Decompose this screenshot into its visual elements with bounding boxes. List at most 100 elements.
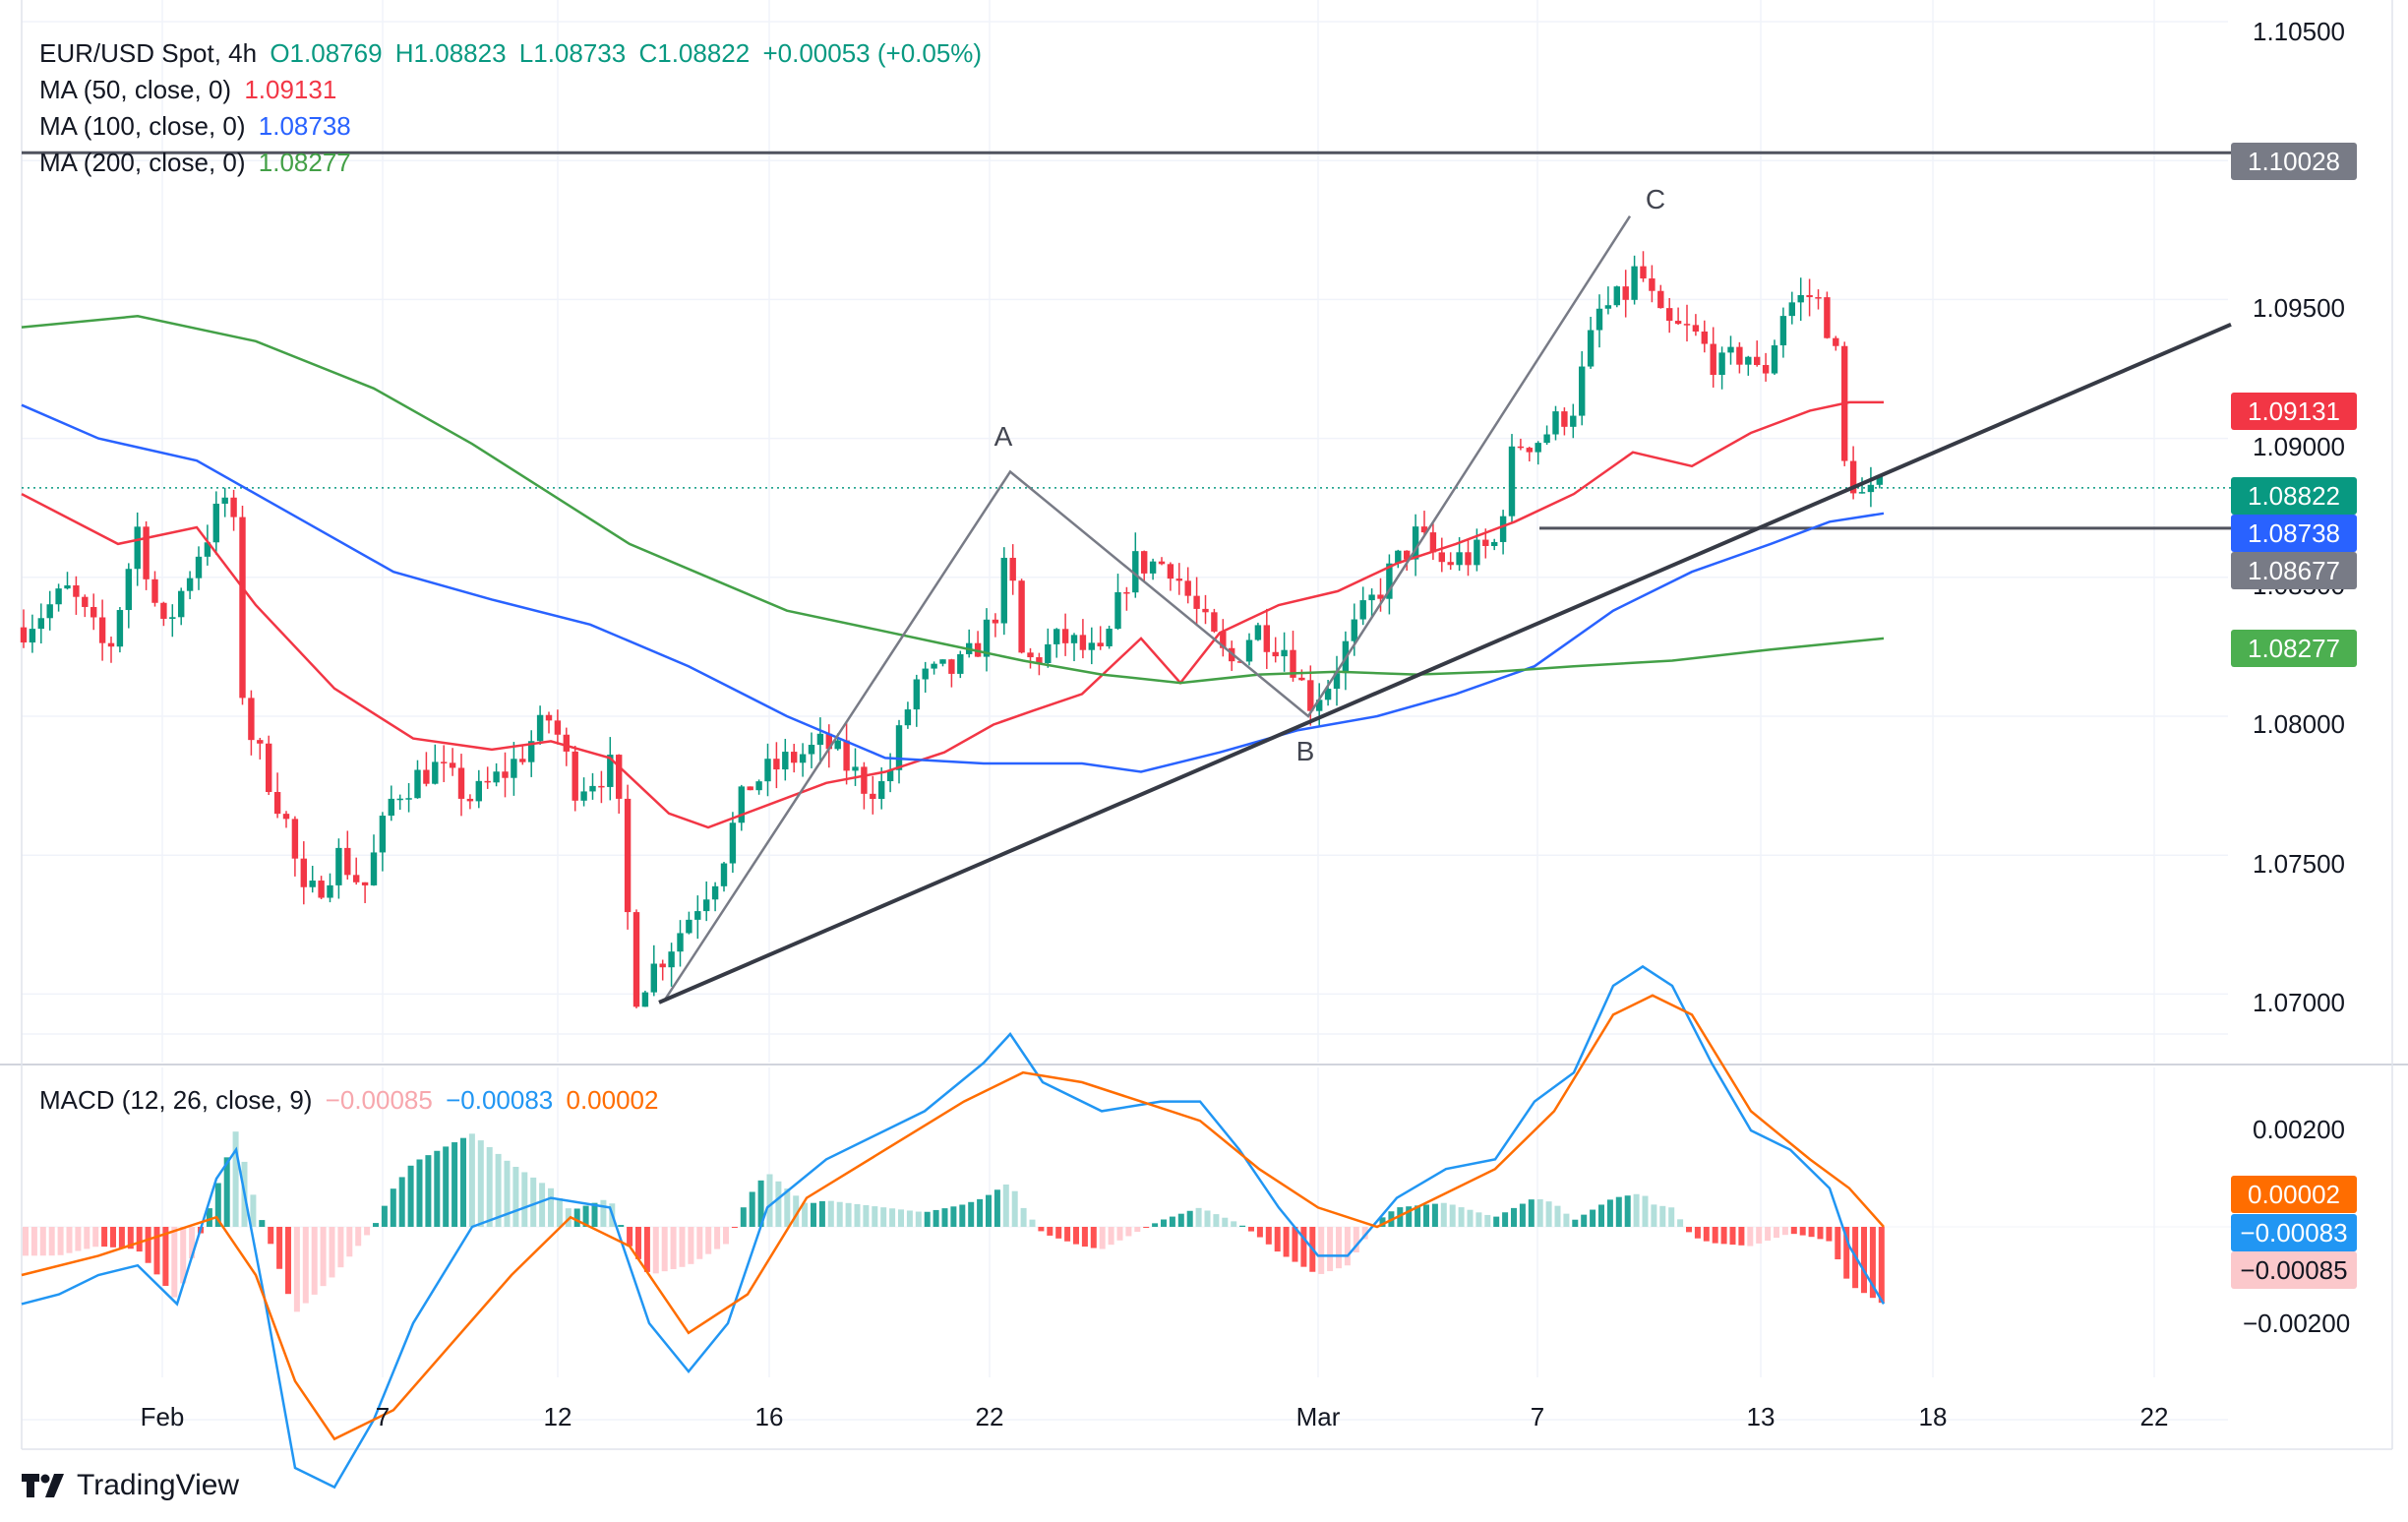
macd-histogram-bar: [1826, 1227, 1833, 1242]
macd-histogram-bar: [1099, 1227, 1106, 1249]
price-tick: 1.09000: [2253, 432, 2345, 461]
macd-histogram-bar: [1318, 1227, 1325, 1274]
candle-body: [1649, 278, 1656, 291]
symbol-title: EUR/USD Spot, 4h: [39, 38, 258, 68]
candle-body: [55, 588, 62, 605]
candle-body: [20, 627, 28, 643]
candle-body: [1797, 294, 1804, 303]
ma50-legend[interactable]: MA (50, close, 0) 1.09131: [39, 74, 342, 105]
candle-body: [441, 761, 448, 763]
macd-histogram-bar: [1011, 1190, 1018, 1227]
macd-histogram-bar: [1869, 1227, 1876, 1299]
macd-legend[interactable]: MACD (12, 26, close, 9) −0.00085 −0.0008…: [39, 1084, 664, 1116]
ohlc-high: H1.08823: [394, 38, 507, 68]
macd-histogram-bar: [1300, 1227, 1307, 1267]
price-tick: 1.10500: [2253, 17, 2345, 46]
candle-body: [1061, 629, 1069, 643]
candle-body: [1123, 591, 1130, 594]
candle-body: [151, 578, 158, 603]
macd-histogram-bar: [1878, 1227, 1885, 1304]
macd-histogram-bar: [1729, 1227, 1736, 1246]
candle-body: [475, 780, 482, 802]
candle-body: [659, 963, 666, 968]
macd-histogram-bar: [206, 1208, 212, 1227]
macd-histogram-bar: [1808, 1227, 1815, 1238]
macd-histogram-bar: [1519, 1203, 1526, 1227]
macd-histogram-bar: [1213, 1214, 1220, 1227]
macd-histogram-bar: [346, 1227, 353, 1257]
macd-histogram-bar: [539, 1183, 546, 1227]
candle-body: [1272, 651, 1279, 657]
candle-body: [1245, 639, 1253, 662]
candle-body: [212, 503, 219, 543]
macd-histogram-bar: [1169, 1216, 1175, 1227]
candle-body: [843, 740, 850, 771]
candle-body: [948, 659, 955, 674]
candle-body: [1535, 443, 1541, 453]
macd-histogram-bar: [110, 1227, 116, 1248]
macd-pane: [21, 964, 2231, 1490]
macd-histogram-bar: [1064, 1227, 1071, 1242]
candle-body: [895, 725, 903, 770]
macd-histogram-bar: [57, 1227, 64, 1255]
moving-averages: [21, 315, 1885, 829]
ohlc-low: L1.08733: [518, 38, 627, 68]
candle-body: [1579, 366, 1586, 416]
price-tick: 1.07000: [2253, 988, 2345, 1017]
ma100-legend[interactable]: MA (100, close, 0) 1.08738: [39, 110, 357, 142]
candle-body: [1298, 677, 1305, 681]
candle-body: [545, 714, 553, 721]
macd-histogram-bar: [556, 1197, 563, 1227]
candle-body: [913, 679, 920, 710]
macd-histogram-bar: [250, 1194, 257, 1227]
candle-body: [554, 720, 562, 735]
candle-body: [1806, 294, 1813, 298]
ma200-price-badge: 1.08277: [2231, 630, 2357, 667]
ma100-value: 1.08738: [258, 111, 351, 141]
macd-histogram-bar: [1572, 1219, 1579, 1227]
candle-body: [711, 885, 719, 900]
macd-histogram-bar: [1581, 1214, 1588, 1227]
macd-histogram-bar: [565, 1208, 572, 1227]
macd-histogram-bar: [845, 1202, 852, 1227]
macd-line: [21, 964, 1886, 1490]
candle-body: [1788, 302, 1795, 317]
macd-histogram-bar: [285, 1227, 291, 1295]
candle-body: [1202, 608, 1209, 613]
candle-body: [1561, 411, 1568, 427]
macd-label: MACD (12, 26, close, 9): [39, 1085, 313, 1115]
macd-histogram-bar: [1747, 1227, 1754, 1247]
candle-body: [1351, 619, 1357, 641]
candle-body: [808, 744, 815, 755]
macd-histogram-bar: [320, 1227, 327, 1287]
candle-body: [1027, 652, 1034, 658]
candle-body: [1543, 434, 1550, 444]
candle-body: [686, 919, 692, 934]
macd-histogram-bar: [390, 1188, 396, 1227]
candle-body: [799, 754, 807, 763]
candle-body: [519, 759, 526, 762]
candle-body: [248, 698, 255, 741]
macd-histogram-bar: [48, 1227, 55, 1256]
candle-body: [1018, 580, 1025, 653]
ma200-legend[interactable]: MA (200, close, 0) 1.08277: [39, 147, 357, 178]
macd-histogram-bar: [30, 1227, 37, 1256]
macd-histogram-bar: [827, 1200, 834, 1227]
macd-histogram-bar: [1528, 1199, 1535, 1227]
ma100-line: [21, 403, 1885, 773]
macd-histogram-bar: [723, 1227, 729, 1245]
macd-histogram-bar: [1633, 1193, 1640, 1227]
price-tick: 1.09500: [2253, 293, 2345, 323]
candle-body: [370, 852, 378, 885]
candle-body: [1456, 552, 1463, 566]
macd-histogram-bar: [1204, 1210, 1211, 1227]
tradingview-logo[interactable]: TradingView: [22, 1469, 239, 1502]
candle-body: [1377, 594, 1384, 599]
macd-histogram-bar: [1835, 1227, 1841, 1260]
macd-histogram-bar: [75, 1227, 82, 1251]
tradingview-icon: [22, 1474, 64, 1497]
candle-body: [729, 822, 737, 864]
last-price-badge: 1.08822: [2231, 477, 2357, 515]
macd-histogram-bar: [1738, 1227, 1745, 1246]
macd-histogram-bar: [1231, 1221, 1237, 1227]
